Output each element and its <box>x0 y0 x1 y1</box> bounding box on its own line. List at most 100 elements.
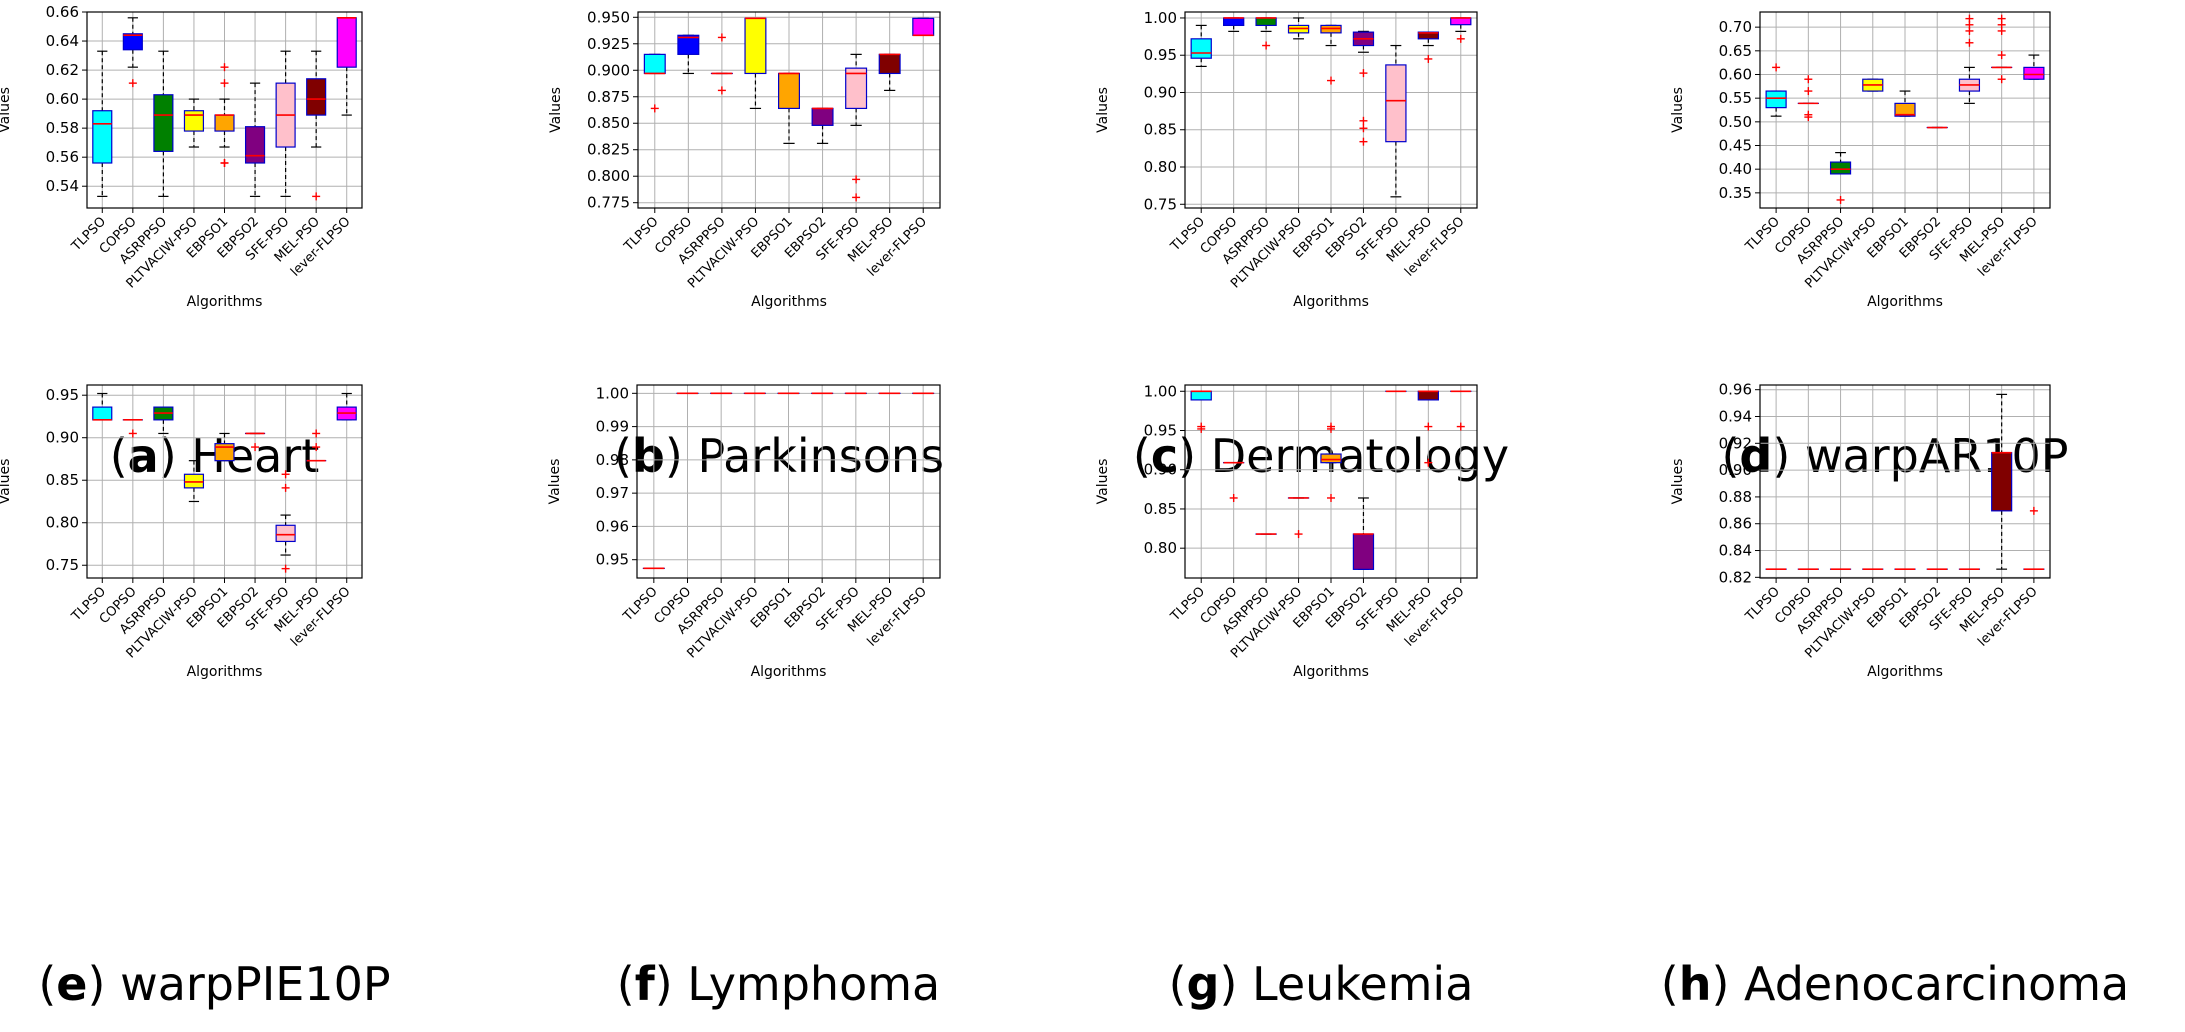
box-TLPSO <box>93 394 112 420</box>
x-axis: TLPSOCOPSOASRPPSOPLTVACIW-PSOEBPSO1EBPSO… <box>1167 578 1467 661</box>
box-PLTVACIW-PSO <box>745 18 766 108</box>
box-body <box>93 407 112 420</box>
box-body <box>779 73 800 108</box>
y-tick-label: 0.99 <box>596 418 629 436</box>
y-tick-label: 0.95 <box>1144 422 1177 440</box>
y-tick-label: 0.75 <box>46 556 79 574</box>
y-axis-title: Values <box>0 459 13 505</box>
y-tick-label: 0.80 <box>1144 158 1177 176</box>
box-body <box>1256 18 1276 25</box>
y-tick-label: 0.90 <box>1719 461 1752 479</box>
outlier-marker <box>1359 69 1367 77</box>
outlier-marker <box>1359 117 1367 125</box>
box-body <box>1418 391 1438 400</box>
y-tick-label: 0.95 <box>46 386 79 404</box>
y-tick-label: 0.90 <box>1144 461 1177 479</box>
box-body <box>745 18 766 73</box>
box-body <box>1831 162 1851 174</box>
box-EBPSO2 <box>246 83 265 196</box>
outlier-marker <box>221 159 229 167</box>
box-body <box>1451 18 1471 25</box>
y-tick-label: 0.825 <box>587 141 630 159</box>
box-body <box>276 525 295 541</box>
outlier-marker <box>1804 75 1812 83</box>
y-tick-label: 0.65 <box>1719 42 1752 60</box>
outlier-marker <box>852 193 860 201</box>
panel-caption: (g) Leukemia <box>1169 957 1474 1011</box>
y-tick-label: 0.75 <box>1144 195 1177 213</box>
y-tick-label: 1.00 <box>1144 9 1177 27</box>
box-body <box>1353 534 1373 569</box>
x-axis-title: Algorithms <box>187 664 263 680</box>
box-PLTVACIW-PSO <box>1863 79 1883 91</box>
y-tick-label: 0.95 <box>596 551 629 569</box>
y-tick-label: 0.64 <box>46 32 79 50</box>
y-tick-label: 0.84 <box>1719 542 1752 560</box>
box-body <box>1224 18 1244 25</box>
box-body <box>1191 391 1211 400</box>
box-body <box>184 111 203 131</box>
y-tick-label: 0.850 <box>587 114 630 132</box>
box-lever-FLPSO <box>337 394 356 420</box>
box-body <box>184 474 203 488</box>
y-tick-label: 0.82 <box>1719 568 1752 586</box>
box-body <box>879 54 900 73</box>
y-tick-label: 0.775 <box>587 194 630 212</box>
box-lever-FLPSO <box>2024 55 2044 79</box>
outlier-marker <box>1998 75 2006 83</box>
y-tick-label: 0.90 <box>46 429 79 447</box>
outlier-marker <box>1359 124 1367 132</box>
y-tick-label: 0.925 <box>587 35 630 53</box>
box-body <box>1386 65 1406 142</box>
y-axis: 0.775 0.800 0.825 0.850 0.875 0.900 0.925 0.950 <box>587 8 638 211</box>
x-axis-title: Algorithms <box>751 664 827 680</box>
box-PLTVACIW-PSO <box>184 99 203 147</box>
outlier-marker <box>718 33 726 41</box>
box-body <box>215 115 234 131</box>
box-body <box>307 79 326 115</box>
outlier-marker <box>1327 77 1335 85</box>
outlier-marker <box>1998 51 2006 59</box>
y-tick-label: 0.85 <box>1144 500 1177 518</box>
caption-letter: f <box>635 957 656 1011</box>
y-tick-label: 0.80 <box>1144 539 1177 557</box>
box-body <box>215 444 234 461</box>
x-axis-title: Algorithms <box>1293 294 1369 310</box>
y-axis-title: Values <box>0 87 13 133</box>
box-body <box>644 54 665 73</box>
outlier-marker <box>1327 494 1335 502</box>
y-tick-label: 0.875 <box>587 88 630 106</box>
panel-caption: (h) Adenocarcinoma <box>1661 957 2130 1011</box>
box-ASRPPSO <box>154 51 173 196</box>
y-axis-title: Values <box>1095 459 1111 505</box>
y-axis: 0.750.800.850.900.951.00 <box>1144 9 1185 213</box>
box-body <box>154 95 173 152</box>
x-axis: TLPSOCOPSOASRPPSOPLTVACIW-PSOEBPSO1EBPSO… <box>1167 208 1467 291</box>
x-axis-title: Algorithms <box>1867 294 1943 310</box>
x-axis: TLPSOCOPSOASRPPSOPLTVACIW-PSOEBPSO1EBPSO… <box>68 208 353 291</box>
caption-paren-close: ) <box>665 429 698 483</box>
y-tick-label: 0.800 <box>587 167 630 185</box>
caption-title: Dermatology <box>1211 429 1509 483</box>
x-axis-title: Algorithms <box>1867 664 1943 680</box>
y-tick-label: 0.950 <box>587 8 630 26</box>
caption-letter: h <box>1679 957 1712 1011</box>
y-axis: 0.350.400.450.500.550.600.650.70 <box>1719 18 1760 202</box>
outlier-marker <box>1424 55 1432 63</box>
y-axis: 0.820.840.860.880.900.920.940.96 <box>1719 381 1760 587</box>
caption-paren-open: ( <box>38 957 56 1011</box>
y-tick-label: 0.45 <box>1719 137 1752 155</box>
x-axis: TLPSOCOPSOASRPPSOPLTVACIW-PSOEBPSO1EBPSO… <box>621 208 930 291</box>
y-tick-label: 0.70 <box>1719 18 1752 36</box>
y-axis-title: Values <box>1670 87 1686 133</box>
panel-caption: (b) Parkinsons <box>614 429 944 483</box>
outlier-marker <box>651 104 659 112</box>
box-body <box>246 127 265 163</box>
outlier-marker <box>1998 27 2006 35</box>
caption-title: Adenocarcinoma <box>1744 957 2129 1011</box>
y-tick-label: 0.900 <box>587 61 630 79</box>
caption-letter: e <box>56 957 87 1011</box>
y-tick-label: 0.56 <box>46 148 79 166</box>
